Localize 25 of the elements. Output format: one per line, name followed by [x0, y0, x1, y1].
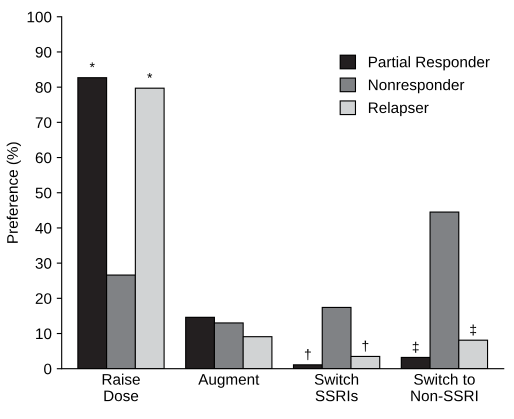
x-tick-label: Switch SSRIs: [314, 374, 358, 402]
y-tick-label: 10: [36, 328, 52, 340]
legend-label: Partial Responder: [368, 56, 490, 70]
data-label: †: [304, 349, 311, 360]
y-tick-label: 90: [36, 46, 52, 58]
x-tick-label: Switch to Non-SSRI: [411, 374, 478, 402]
y-tick-label: 80: [36, 82, 52, 93]
y-tick-label: 20: [36, 293, 52, 304]
y-tick-label: 50: [36, 188, 52, 198]
data-label: *: [147, 72, 152, 78]
x-tick-label: Augment: [198, 374, 260, 388]
data-label: ‡: [470, 324, 476, 336]
y-tick-label: 60: [36, 152, 52, 164]
y-tick-label: 0: [44, 364, 52, 374]
y-tick-label: 40: [35, 222, 52, 234]
data-label: †: [362, 340, 368, 352]
y-tick-label: 30: [36, 258, 52, 269]
data-label: *: [90, 62, 95, 68]
y-tick-label: 100: [28, 12, 52, 22]
legend-label: Nonresponder: [368, 79, 464, 94]
legend-label: Relapser: [368, 102, 429, 116]
y-axis-title: Preference (%): [6, 142, 21, 243]
x-tick-label: Raise Dose: [102, 374, 140, 402]
data-label: ‡: [412, 342, 419, 353]
y-tick-label: 70: [36, 117, 52, 128]
